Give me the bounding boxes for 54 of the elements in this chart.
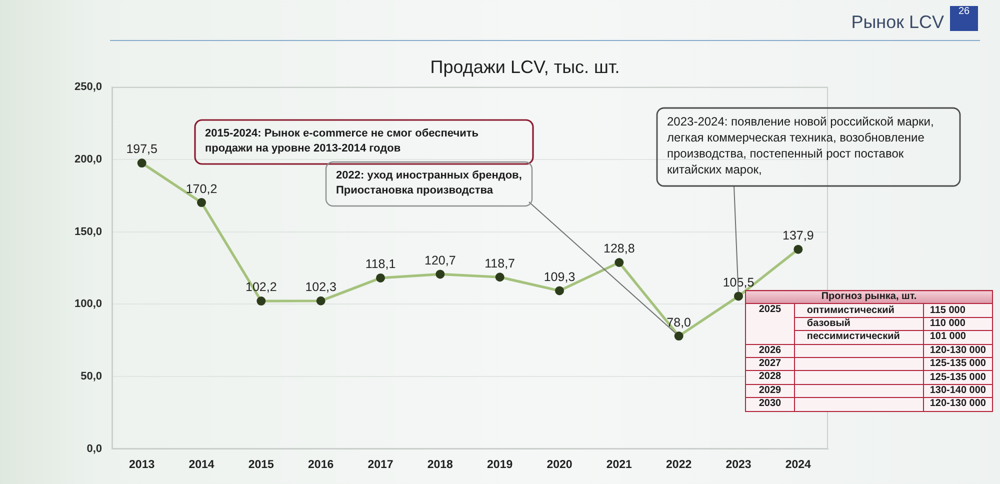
y-tick-label: 200,0 — [74, 153, 102, 166]
point — [436, 270, 445, 279]
data-label: 197,5 — [126, 142, 158, 156]
y-tick-label: 250,0 — [74, 81, 102, 94]
point — [614, 258, 624, 267]
text: базовый 110 000 — [806, 318, 966, 329]
point — [316, 296, 326, 306]
point — [495, 272, 504, 282]
point — [734, 292, 743, 301]
data-label: 118,1 — [365, 257, 396, 272]
point — [137, 158, 146, 168]
text: пессимистический 101 000 — [806, 331, 966, 342]
x-tick-label: 2016 — [308, 459, 334, 472]
data-label: 128,8 — [604, 242, 635, 256]
x-tick-label: 2019 — [487, 459, 513, 472]
point — [376, 273, 385, 282]
point — [555, 286, 564, 296]
point — [256, 296, 266, 306]
annotation: 2023-2024: появление новой российской марки, легкая коммерческая техника, возобновление производства, постепенный рост поставок китайских марок, — [667, 114, 934, 176]
point — [197, 198, 206, 208]
chart-title: Продажи LCV, тыс. шт. — [429, 57, 621, 78]
y-tick-label: 150,0 — [74, 226, 102, 238]
text: Рынок LCV — [851, 12, 944, 33]
annotation: 2022: уход иностранных брендов, Приостановка производства — [336, 170, 522, 197]
data-label: 170,2 — [186, 182, 218, 196]
annotation: 2015-2024: Рынок e-commerce не смог обеспечить продажи на уровне 2013-2014 годов — [205, 128, 479, 155]
data-label: 118,7 — [484, 256, 516, 270]
data-label: 109,3 — [544, 270, 576, 284]
text: 26 — [950, 6, 978, 31]
y-tick-label: 50,0 — [80, 370, 102, 383]
x-tick-label: 2013 — [129, 459, 155, 472]
x-tick-label: 2018 — [427, 459, 454, 472]
y-tick-label: 100,0 — [74, 298, 102, 310]
point — [794, 244, 803, 254]
x-tick-label: 2022 — [666, 459, 692, 472]
text: 2025 оптимистический 115 000 — [758, 304, 966, 316]
point — [674, 332, 684, 341]
data-label: 120,7 — [424, 253, 456, 268]
x-tick-label: 2021 — [606, 459, 633, 472]
text: 2026 120-130 000 — [758, 344, 986, 356]
y-tick-label: 0,0 — [86, 443, 102, 456]
x-tick-label: 2024 — [785, 459, 812, 472]
x-tick-label: 2017 — [368, 459, 394, 472]
x-tick-label: 2015 — [248, 459, 275, 472]
text: 2027 125-135 000 — [758, 358, 986, 370]
annotation: Прогноз рынка, шт. — [746, 290, 992, 304]
text: 2030 120-130 000 — [758, 398, 986, 410]
text: 2028 125-135 000 — [758, 371, 986, 383]
text: 2029 130-140 000 — [758, 384, 986, 396]
x-tick-label: 2014 — [188, 459, 215, 472]
x-tick-label: 2020 — [546, 459, 572, 472]
data-label: 137,9 — [782, 228, 814, 243]
data-label: 102,3 — [305, 280, 337, 294]
x-tick-label: 2023 — [726, 459, 752, 472]
